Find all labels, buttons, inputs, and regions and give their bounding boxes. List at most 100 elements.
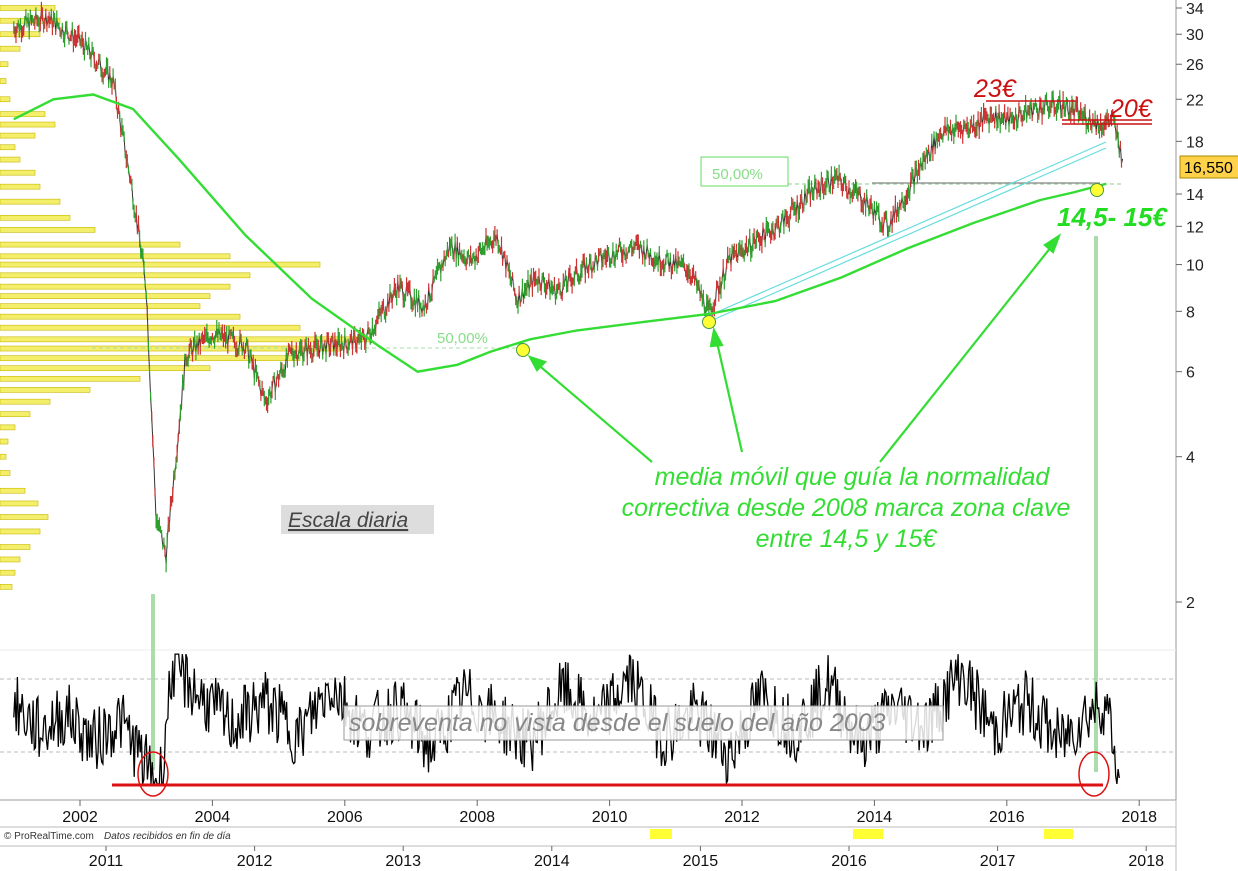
xtick-label: 2014 <box>857 809 893 826</box>
volume-bar <box>0 375 141 382</box>
level-23-label: 23€ <box>973 75 1017 103</box>
price-panel-frame <box>0 0 1176 800</box>
volume-bar <box>0 293 211 299</box>
volume-bar <box>0 556 21 563</box>
ytick-label: 4 <box>1186 450 1195 467</box>
volume-bar <box>0 453 7 460</box>
volume-bar <box>0 261 321 268</box>
current-price-box <box>1179 155 1238 179</box>
volume-bar <box>0 411 31 417</box>
footer-highlight-1 <box>650 829 672 839</box>
note-line-2: correctiva desde 2008 marca zona clave <box>622 494 1071 522</box>
xtick2-label: 2015 <box>683 853 719 870</box>
xtick-label: 2010 <box>592 809 628 826</box>
xtick2-label: 2017 <box>980 853 1016 870</box>
volume-bar <box>0 61 9 68</box>
xtick2-label: 2018 <box>1128 853 1164 870</box>
target-zone-label: 14,5- 15€ <box>1057 202 1168 232</box>
volume-bar <box>0 438 9 445</box>
trend-channel-upper <box>707 141 1107 317</box>
ytick-label: 12 <box>1186 219 1204 236</box>
oversold-note-box <box>343 705 944 741</box>
ytick-label: 26 <box>1186 57 1204 74</box>
volume-bar <box>0 569 16 576</box>
arrows <box>527 233 1062 463</box>
volume-profile <box>0 5 371 590</box>
volume-bar <box>0 424 16 431</box>
xtick-label: 2008 <box>459 809 495 826</box>
ma-touch-point-2009 <box>516 343 530 357</box>
volume-bar <box>0 398 51 405</box>
ytick-label: 2 <box>1186 595 1195 612</box>
xtick-label: 2012 <box>724 809 760 826</box>
level-20-label: 20€ <box>1109 95 1153 123</box>
volume-bar <box>0 253 231 260</box>
volume-bar <box>0 365 211 371</box>
xtick2-label: 2013 <box>385 853 421 870</box>
price-axis-ticks: 2 4 6 8 10 12 14 18 22 26 30 34 <box>1176 1 1204 612</box>
ytick-label: 30 <box>1186 27 1204 44</box>
ytick-label: 14 <box>1186 187 1204 204</box>
volume-bar <box>0 544 31 550</box>
price-candles-green <box>13 7 1120 573</box>
volume-bar <box>0 144 16 151</box>
price-candles <box>14 1 1123 557</box>
note-line-1: media móvil que guía la normalidad <box>655 463 1051 491</box>
ma-touch-point-2012 <box>702 315 716 329</box>
volume-bar <box>0 272 251 279</box>
volume-bar <box>0 156 21 163</box>
scale-label-box <box>281 505 434 534</box>
oversold-circle-2017 <box>1078 751 1110 797</box>
current-price-label: 16,550 <box>1184 160 1233 177</box>
fib-label-lower: 50,00% <box>437 330 488 347</box>
ma-touch-point-2017 <box>1090 183 1104 197</box>
fib-label-box <box>700 156 789 187</box>
volume-bar <box>0 241 181 248</box>
xtick2-label: 2012 <box>237 853 273 870</box>
year-axis-lower: 2011 2012 2013 2014 2015 2016 2017 2018 <box>89 846 1164 870</box>
volume-bar <box>0 303 201 309</box>
volume-bar <box>0 78 7 84</box>
footer-highlight-3 <box>1044 829 1073 839</box>
volume-bar <box>0 121 56 128</box>
volume-bar <box>0 5 56 11</box>
ytick-label: 8 <box>1186 304 1195 321</box>
oversold-circle-2003 <box>137 751 169 797</box>
volume-bar <box>0 45 21 52</box>
trend-channel-lower <box>707 147 1107 323</box>
note-line-3: entre 14,5 y 15€ <box>756 525 938 553</box>
scale-label: Escala diaria <box>288 509 408 532</box>
xtick-label: 2004 <box>195 809 231 826</box>
volume-bar <box>0 500 39 507</box>
xtick-label: 2016 <box>989 809 1025 826</box>
volume-bar <box>0 387 91 393</box>
xtick2-label: 2011 <box>89 853 124 870</box>
fib-label-upper: 50,00% <box>712 166 763 183</box>
xtick-label: 2018 <box>1121 809 1157 826</box>
volume-bar <box>0 487 26 494</box>
volume-bar <box>0 313 241 320</box>
footer-copyright: © ProRealTime.com <box>4 831 94 842</box>
volume-bar <box>0 132 36 139</box>
volume-bar <box>0 227 96 233</box>
footer-data-note: Datos recibidos en fin de día <box>104 831 231 842</box>
volume-bar <box>0 584 13 590</box>
volume-bar <box>0 31 41 38</box>
ytick-label: 34 <box>1186 1 1204 18</box>
volume-bar <box>0 169 36 176</box>
xtick-label: 2002 <box>62 809 98 826</box>
ytick-label: 22 <box>1186 92 1204 109</box>
volume-bar <box>0 324 301 331</box>
volume-bar <box>0 470 11 476</box>
volume-bar <box>0 528 41 535</box>
xtick2-label: 2016 <box>831 853 867 870</box>
xtick-label: 2006 <box>327 809 363 826</box>
volume-bar <box>0 514 49 520</box>
xtick2-label: 2014 <box>534 853 570 870</box>
volume-bar <box>0 283 231 290</box>
volume-bar <box>0 355 301 361</box>
ytick-label: 18 <box>1186 134 1204 151</box>
volume-bar <box>0 198 61 205</box>
volume-bar <box>0 214 71 221</box>
